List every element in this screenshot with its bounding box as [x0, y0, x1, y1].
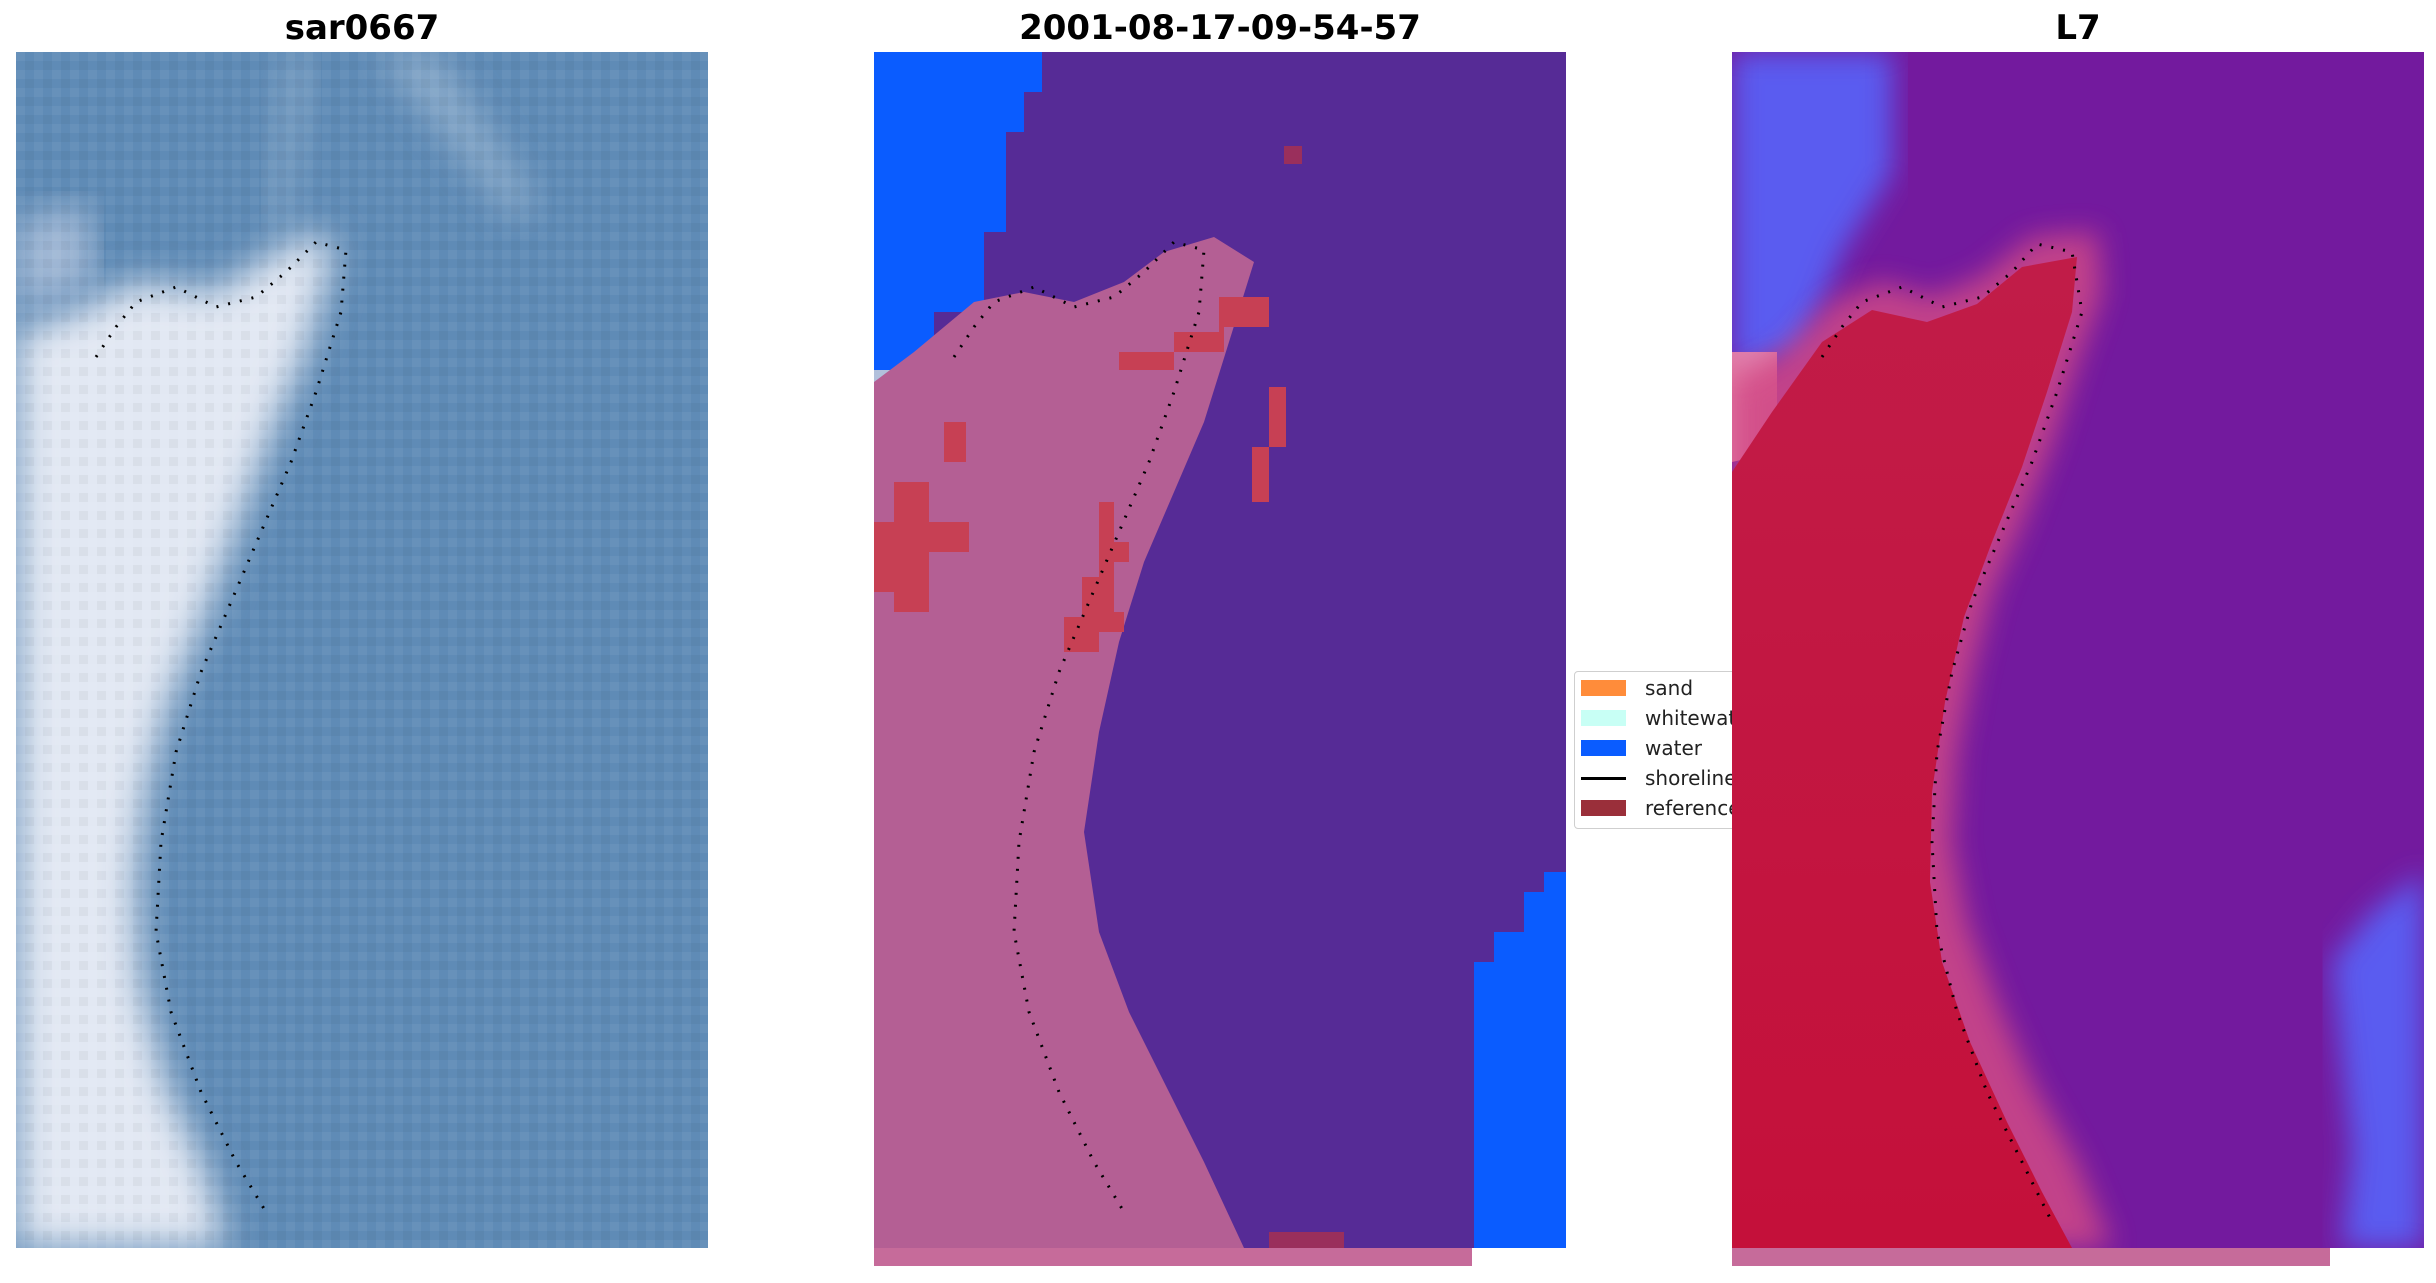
panel-title-index: L7 [2055, 8, 2101, 48]
index-bottom-strip [1732, 1248, 2330, 1266]
classification-image [874, 52, 1566, 1248]
index-image [1732, 52, 2424, 1248]
legend-label: whitewater [1645, 706, 1735, 730]
water-blue-right [1474, 872, 1566, 1248]
rgb-image [16, 52, 708, 1248]
reference-patch-5 [1119, 297, 1269, 370]
reference-swatch [1581, 800, 1626, 816]
classification-panel [874, 52, 1566, 1248]
legend: sand whitewater water shoreline referenc… [1574, 671, 1736, 829]
shoreline-swatch [1581, 777, 1626, 780]
shoreline [952, 240, 1206, 1213]
rgb-image-panel [16, 52, 708, 1248]
legend-label: water [1645, 736, 1702, 760]
reference-dot [1284, 146, 1302, 164]
reference-patch-2 [930, 422, 966, 462]
sand-swatch [1581, 680, 1626, 696]
whitewater-swatch [1581, 710, 1626, 726]
shoreline [1820, 242, 2084, 1223]
legend-label: sand [1645, 676, 1694, 700]
reference-patch-4 [1252, 387, 1286, 502]
land-class-area [874, 237, 1254, 1248]
classification-bottom-strip [874, 1248, 1472, 1266]
reference-patch-1 [874, 482, 969, 612]
index-blue-right [2332, 872, 2424, 1248]
index-panel [1732, 52, 2424, 1248]
legend-label: reference [1645, 796, 1736, 820]
reference-bottom [1269, 1232, 1344, 1248]
shoreline [94, 240, 348, 1213]
water-swatch [1581, 740, 1626, 756]
legend-label: shoreline [1645, 766, 1736, 790]
reference-patch-3 [1064, 502, 1129, 652]
index-land-area [1732, 257, 2077, 1248]
water-blue-top-left [874, 52, 1042, 370]
panel-title-classification: 2001-08-17-09-54-57 [1019, 8, 1421, 48]
index-blue-top-left [1732, 52, 1892, 372]
panel-title-rgb: sar0667 [284, 8, 440, 48]
